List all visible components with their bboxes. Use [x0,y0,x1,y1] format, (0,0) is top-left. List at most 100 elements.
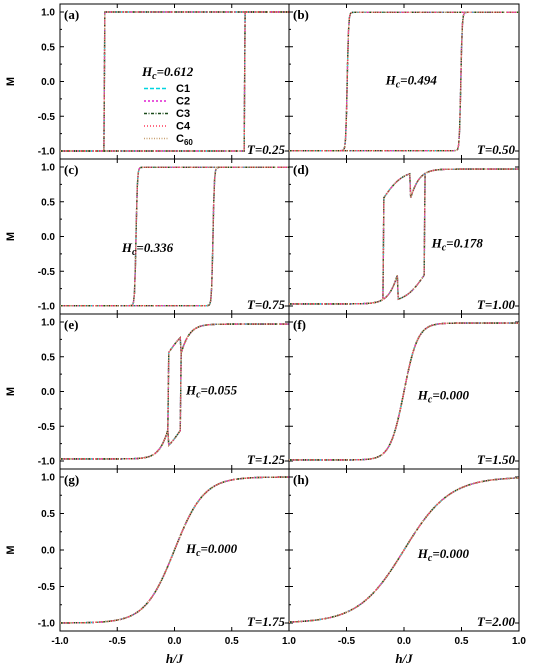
temperature-label: T=0.25 [247,142,286,157]
coercive-field-label: Hc=0.612 [141,64,194,82]
panel-label: (h) [293,472,309,487]
y-tick-label: 0.0 [41,546,55,557]
series-C60-line [289,168,519,305]
legend-entry-C2: C2 [176,96,190,108]
y-tick-label: 0.5 [41,352,55,363]
y-tick-label: 0.0 [41,232,55,243]
series-C2-line [60,11,289,152]
temperature-label: T=2.00 [477,614,516,629]
temperature-label: T=0.50 [477,142,516,157]
x-tick-label: 0.5 [455,636,469,647]
panel-frame [288,158,520,315]
series-C4-line [60,11,289,152]
series-C3-line [289,168,519,305]
series-C4-line [289,168,519,305]
temperature-label: T=0.75 [247,297,286,312]
panel-frame [59,313,290,470]
coercive-field-label: Hc=0.000 [185,541,238,559]
series-C60-line [289,322,519,461]
curves [288,477,520,623]
coercive-field-label: Hc=0.336 [121,240,174,258]
panel-b: (b) T=0.50 Hc=0.494 [288,3,520,160]
panel-label: (a) [64,7,79,22]
y-tick-label: 1.0 [41,318,55,329]
legend-entry-C3: C3 [176,108,190,120]
series-C60-line [289,168,519,305]
series-C3-line [289,322,519,461]
x-tick-label: -0.5 [338,636,356,647]
curves [59,476,290,624]
y-tick-label: -1.0 [38,147,56,158]
series-C60-line [60,166,289,307]
panel-d: (d) T=1.00 Hc=0.178 [288,158,520,315]
x-tick-label: 0.5 [225,636,239,647]
series-C3-line [60,166,289,307]
panel-frame [59,158,290,315]
panel-label: (b) [293,7,309,22]
y-tick-label: 0.5 [41,509,55,520]
y-tick-label: -1.0 [38,457,56,468]
legend-entry-C4: C4 [176,121,191,133]
y-tick-label: -1.0 [38,302,56,313]
curves [60,11,289,152]
coercive-field-label: Hc=0.000 [417,387,470,405]
x-tick-label: 0.0 [168,636,182,647]
coercive-field-label: Hc=0.000 [417,546,470,564]
temperature-label: T=1.50 [477,452,516,467]
series-C4-line [288,477,520,623]
y-tick-label: 1.0 [41,473,55,484]
series-C4-line [289,168,519,305]
panel-label: (e) [64,317,78,332]
panel-f: (f) T=1.50 Hc=0.000 [288,313,520,470]
series-C2-line [289,168,519,305]
series-C60-line [60,11,289,152]
panel-label: (d) [293,162,309,177]
series-C2-line [60,11,289,152]
curves [289,322,519,461]
series-C2-line [60,166,289,307]
series-C1-line [289,168,519,305]
series-C4-line [60,166,289,307]
temperature-label: T=1.25 [247,452,286,467]
temperature-label: T=1.75 [247,614,286,629]
y-tick-label: 0.0 [41,77,55,88]
panel-frame [59,3,290,160]
series-C60-line [59,476,290,624]
x-axis-label: h/J [166,651,184,666]
panel-label: (c) [64,162,78,177]
series-C2-line [289,168,519,305]
legend-entry-C1: C1 [176,83,190,95]
panel-label: (g) [64,472,79,487]
series-C3-line [289,168,519,305]
panel-h: -0.5 0.0 0.5 1.0 h/J (h) T=2.00 Hc=0.000 [288,468,526,666]
curves [289,11,519,152]
temperature-label: T=1.00 [477,297,516,312]
coercive-field-label: Hc=0.178 [431,235,484,253]
legend-entry-C60: C60 [176,133,193,147]
series-C1-line [60,166,289,307]
y-tick-label: 0.5 [41,42,55,53]
panel-c: 1.0 0.5 0.0 -0.5 -1.0 M (c) T=0.75 Hc=0.336 [5,158,290,315]
curves [60,166,289,307]
panel-a: 1.00.50.0-0.5-1.0M(a)T=0.25Hc=0.612C1C2C… [5,3,290,160]
series-C2-line [60,166,289,307]
y-tick-label: 0.0 [41,387,55,398]
series-C1-line [60,166,289,307]
y-axis-label: M [5,232,17,241]
series-C1-line [60,11,289,152]
curves [289,168,519,305]
series-C3-line [60,166,289,307]
series-C60-line [60,11,289,152]
y-axis-label: M [5,545,17,554]
series-C4-line [60,11,289,152]
y-tick-label: -0.5 [38,582,56,593]
series-C1-line [60,11,289,152]
panel-label: (f) [293,317,306,332]
series-C3-line [60,11,289,152]
y-axis-label: M [5,387,17,396]
series-C60-line [289,11,519,152]
y-tick-label: -0.5 [38,112,56,123]
panel-g: 1.0 0.5 0.0 -0.5 -1.0 -1.0 -0.5 0.0 0.5 1.0 Mh/J (g… [5,468,296,666]
